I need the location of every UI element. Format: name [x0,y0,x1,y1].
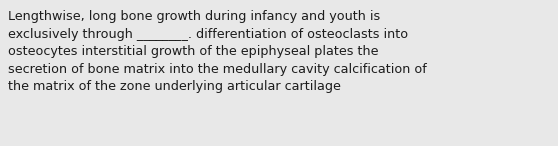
Text: Lengthwise, long bone growth during infancy and youth is
exclusively through ___: Lengthwise, long bone growth during infa… [8,10,427,93]
